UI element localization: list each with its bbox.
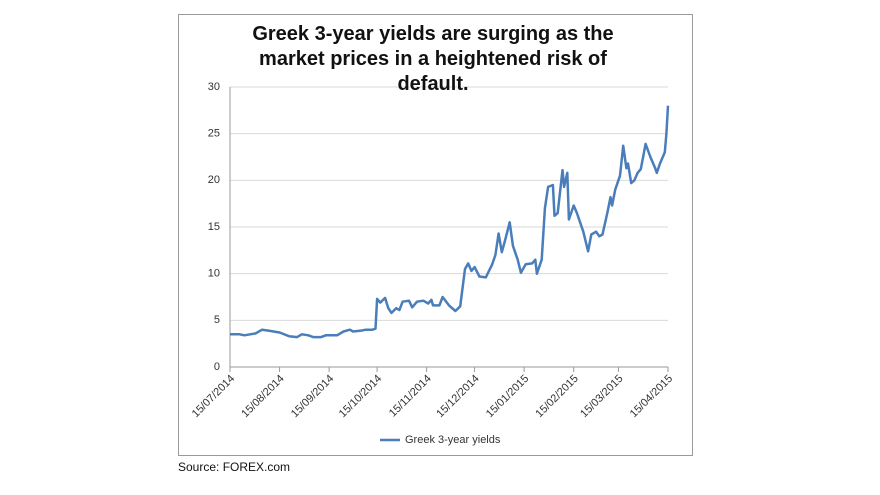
x-tick-label: 15/03/2015 xyxy=(578,373,625,420)
y-tick-label: 25 xyxy=(208,128,220,140)
chart-border xyxy=(178,14,693,456)
x-tick-label: 15/04/2015 xyxy=(628,373,675,420)
y-tick-label: 20 xyxy=(208,174,220,186)
y-tick-label: 10 xyxy=(208,268,220,280)
y-tick-label: 5 xyxy=(214,314,220,326)
data-line xyxy=(230,105,670,339)
chart-title: Greek 3-year yields are surging as the m… xyxy=(252,23,614,95)
x-tick-label: 15/10/2014 xyxy=(337,373,384,420)
x-tick-label: 15/02/2015 xyxy=(533,373,580,420)
x-tick-label: 15/01/2015 xyxy=(484,373,531,420)
x-tick-label: 15/08/2014 xyxy=(239,373,286,420)
y-tick-label: 0 xyxy=(214,361,220,373)
legend-label: Greek 3-year yields xyxy=(405,434,501,446)
x-tick-label: 15/12/2014 xyxy=(434,373,481,420)
x-tick-label: 15/07/2014 xyxy=(190,373,237,420)
x-tick-label: 15/11/2014 xyxy=(387,373,434,420)
source-note: Source: FOREX.com xyxy=(178,460,291,474)
y-tick-label: 30 xyxy=(208,81,220,93)
x-tick-label: 15/09/2014 xyxy=(289,373,336,420)
y-tick-label: 15 xyxy=(208,221,220,233)
